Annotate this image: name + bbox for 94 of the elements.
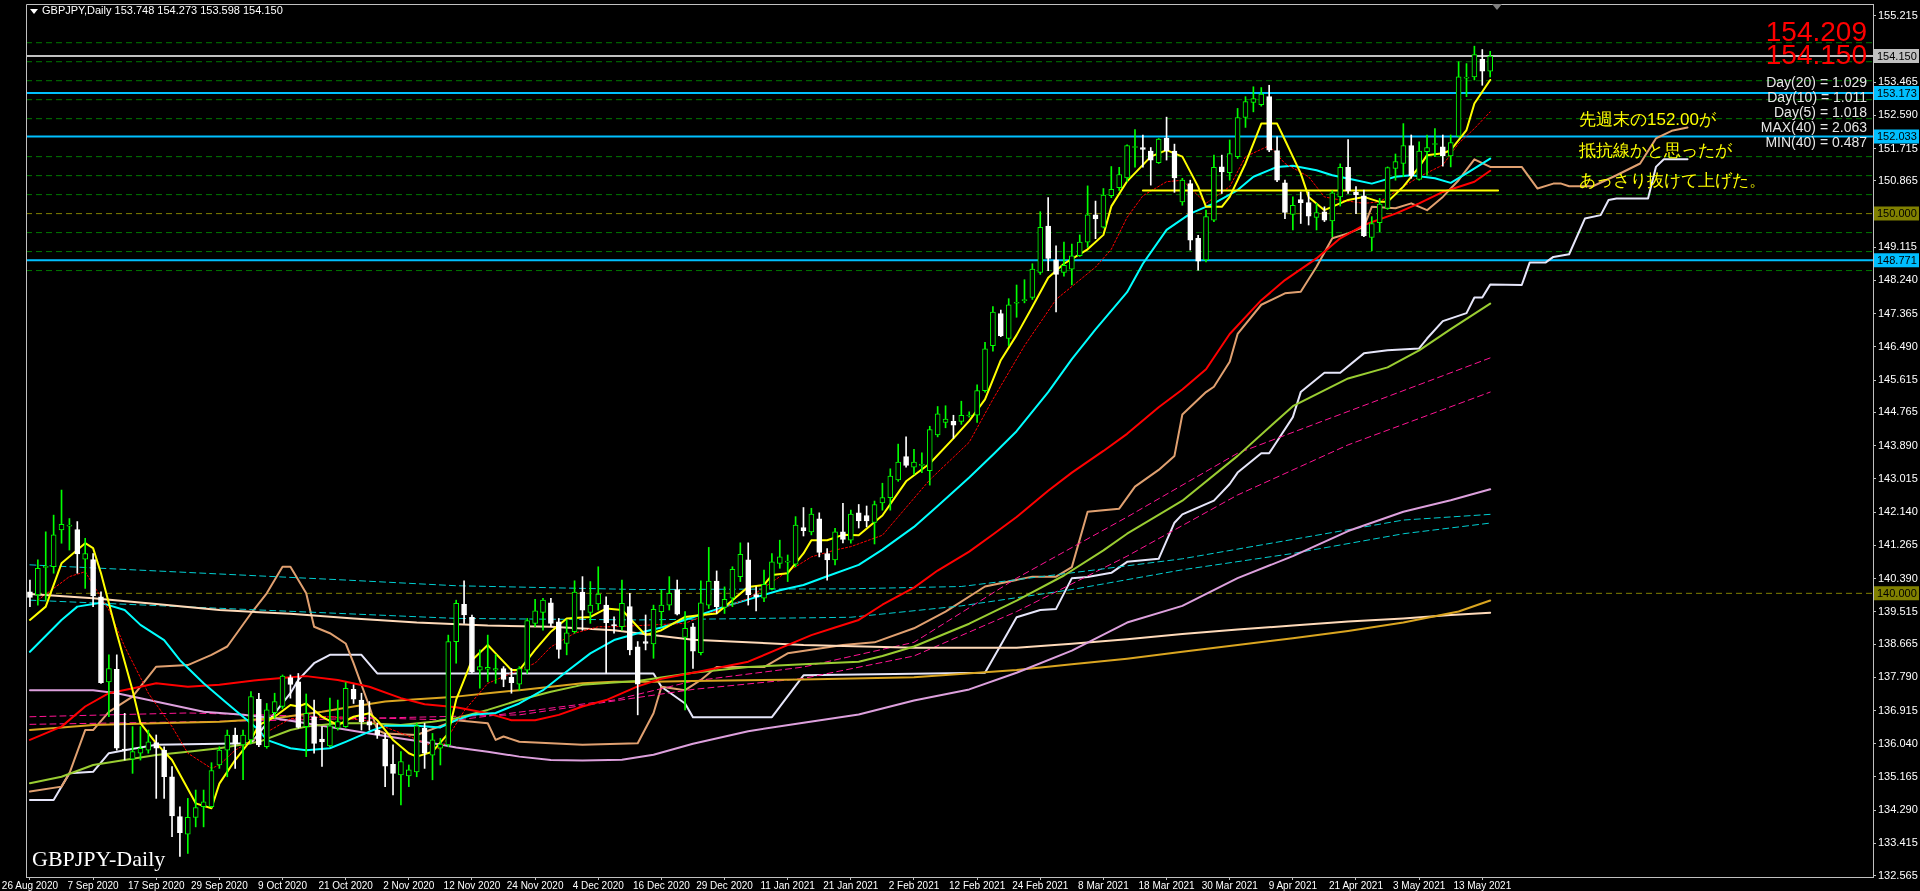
candlestick bbox=[1140, 134, 1146, 168]
annotation: Day(5) = 1.018 bbox=[1774, 104, 1867, 120]
candlestick bbox=[603, 596, 609, 674]
ref-line-label: 140.000 bbox=[1877, 586, 1917, 599]
candlestick bbox=[1061, 241, 1067, 277]
candlestick bbox=[82, 537, 89, 589]
y-tick-label: 136.915 bbox=[1878, 703, 1918, 716]
x-tick-label: 24 Feb 2021 bbox=[1012, 879, 1069, 891]
y-tick-label: 148.240 bbox=[1878, 273, 1918, 286]
line-series bbox=[29, 513, 1491, 591]
text: GBPJPY-Daily bbox=[32, 846, 166, 871]
ref-line-label: 148.771 bbox=[1877, 253, 1917, 266]
y-tick-label: 135.165 bbox=[1878, 769, 1918, 782]
y-tick-label: 151.715 bbox=[1878, 141, 1918, 154]
ref-line-label: 153.173 bbox=[1877, 86, 1917, 99]
y-tick-label: 155.215 bbox=[1878, 8, 1918, 21]
y-tick-label: 143.015 bbox=[1878, 471, 1918, 484]
candlestick bbox=[232, 727, 238, 769]
x-tick-label: 21 Oct 2020 bbox=[318, 879, 374, 891]
candlestick bbox=[1424, 134, 1430, 176]
y-tick-label: 134.290 bbox=[1878, 803, 1918, 816]
y-tick-label: 136.040 bbox=[1878, 736, 1918, 749]
candlestick bbox=[840, 503, 846, 544]
y-tick-label: 144.765 bbox=[1878, 405, 1918, 418]
candlestick bbox=[824, 548, 830, 581]
candlestick bbox=[1053, 245, 1059, 313]
x-tick-label: 24 Nov 2020 bbox=[506, 879, 564, 891]
x-tick-label: 2 Nov 2020 bbox=[383, 879, 435, 891]
annotation: 先週末の152.00が bbox=[1579, 110, 1716, 130]
candlestick bbox=[753, 586, 759, 612]
x-tick-label: 16 Dec 2020 bbox=[633, 879, 691, 891]
candlestick bbox=[1108, 166, 1115, 198]
candlestick bbox=[390, 744, 396, 796]
annotation: Day(10) = 1.011 bbox=[1767, 89, 1867, 105]
x-tick-label: 9 Oct 2020 bbox=[258, 879, 308, 891]
x-tick-label: 8 Mar 2021 bbox=[1078, 879, 1130, 891]
x-tick-label: 26 Aug 2020 bbox=[1, 879, 59, 891]
candlestick bbox=[303, 693, 310, 757]
annotation: MIN(40) = 0.487 bbox=[1765, 134, 1867, 150]
y-tick-label: 137.790 bbox=[1878, 670, 1918, 683]
candlestick bbox=[1297, 191, 1304, 224]
y-tick-label: 142.140 bbox=[1878, 505, 1918, 518]
ref-line-label: 152.033 bbox=[1877, 129, 1917, 142]
candlestick bbox=[461, 580, 467, 624]
x-tick-label: 7 Sep 2020 bbox=[67, 879, 120, 891]
candlestick bbox=[153, 734, 160, 799]
candlestick bbox=[911, 449, 917, 475]
candlestick bbox=[334, 699, 341, 731]
line-series bbox=[29, 522, 1491, 621]
y-tick-label: 153.465 bbox=[1878, 75, 1918, 88]
y-tick-label: 141.265 bbox=[1878, 538, 1918, 551]
x-tick-label: 17 Sep 2020 bbox=[127, 879, 186, 891]
x-tick-label: 9 Apr 2021 bbox=[1268, 879, 1318, 891]
x-tick-label: 3 May 2021 bbox=[1393, 879, 1446, 891]
candlestick bbox=[784, 554, 791, 582]
y-tick-label: 145.615 bbox=[1878, 373, 1918, 386]
x-tick-label: 30 Mar 2021 bbox=[1201, 879, 1259, 891]
x-tick-label: 11 Jan 2021 bbox=[760, 879, 816, 891]
candlestick bbox=[1218, 154, 1225, 194]
y-tick-label: 147.365 bbox=[1878, 306, 1918, 319]
candlestick bbox=[595, 566, 602, 611]
x-tick-label: 13 May 2021 bbox=[1453, 879, 1512, 891]
candlestick bbox=[106, 654, 112, 718]
y-tick-label: 146.490 bbox=[1878, 339, 1918, 352]
candlestick bbox=[682, 611, 688, 711]
y-tick-label: 139.515 bbox=[1878, 604, 1918, 617]
candlestick bbox=[477, 649, 483, 689]
candlestick bbox=[484, 634, 491, 683]
candlestick bbox=[398, 751, 404, 806]
y-tick-label: 152.590 bbox=[1878, 108, 1918, 121]
candlestick bbox=[776, 539, 783, 569]
x-tick-label: 2 Feb 2021 bbox=[888, 879, 940, 891]
x-tick-label: 21 Apr 2021 bbox=[1329, 879, 1384, 891]
x-tick-label: 12 Nov 2020 bbox=[443, 879, 501, 891]
y-tick-label: 140.390 bbox=[1878, 571, 1918, 584]
annotation: MAX(40) = 2.063 bbox=[1760, 119, 1867, 135]
y-tick-label: 143.890 bbox=[1878, 438, 1918, 451]
candlestick bbox=[1147, 147, 1154, 186]
ref-line-label: 154.150 bbox=[1877, 49, 1917, 62]
y-tick-label: 150.865 bbox=[1878, 173, 1918, 186]
chart-title: GBPJPY,Daily 153.748 154.273 153.598 154.150 bbox=[42, 4, 283, 17]
x-tick-label: 12 Feb 2021 bbox=[949, 879, 1006, 891]
ref-line-label: 150.000 bbox=[1877, 207, 1917, 220]
x-tick-label: 29 Sep 2020 bbox=[191, 879, 249, 891]
x-tick-label: 29 Dec 2020 bbox=[696, 879, 754, 891]
y-tick-label: 133.415 bbox=[1878, 836, 1918, 849]
x-tick-label: 4 Dec 2020 bbox=[572, 879, 625, 891]
annotation: Day(20) = 1.029 bbox=[1766, 74, 1867, 90]
annotation: 抵抗線かと思ったが bbox=[1579, 141, 1732, 161]
y-tick-label: 149.115 bbox=[1878, 240, 1917, 253]
x-tick-label: 21 Jan 2021 bbox=[823, 879, 879, 891]
y-tick-label: 132.565 bbox=[1878, 868, 1918, 881]
y-tick-label: 138.665 bbox=[1878, 637, 1918, 650]
x-tick-label: 18 Mar 2021 bbox=[1138, 879, 1196, 891]
